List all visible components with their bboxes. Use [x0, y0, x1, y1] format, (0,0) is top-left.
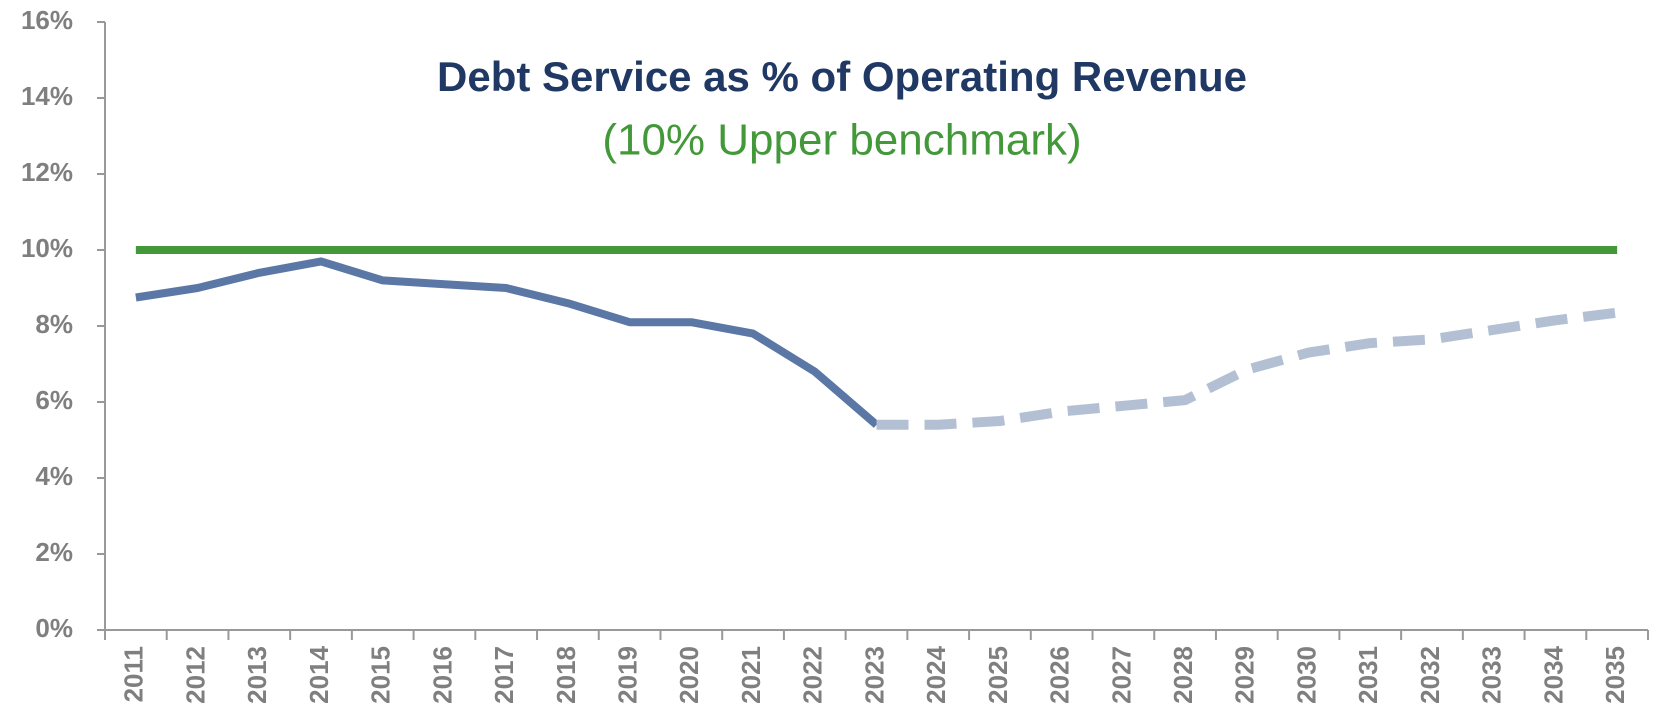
y-tick-label: 4%	[35, 461, 73, 491]
x-tick-label: 2023	[859, 646, 889, 704]
series-line	[876, 307, 1618, 430]
x-tick-label: 2022	[798, 646, 828, 704]
x-tick-label: 2033	[1477, 646, 1507, 704]
y-tick-label: 10%	[21, 233, 73, 263]
x-tick-label: 2021	[736, 646, 766, 704]
x-tick-label: 2032	[1415, 646, 1445, 704]
x-tick-label: 2024	[921, 645, 951, 703]
x-tick-label: 2030	[1291, 646, 1321, 704]
x-tick-label: 2012	[180, 646, 210, 704]
y-tick-label: 2%	[35, 537, 73, 567]
x-tick-label: 2029	[1230, 646, 1260, 704]
x-tick-label: 2034	[1538, 645, 1568, 703]
series-line	[135, 257, 880, 428]
x-tick-label: 2019	[612, 646, 642, 704]
chart-subtitle: (10% Upper benchmark)	[602, 116, 1081, 165]
x-tick-label: 2018	[551, 646, 581, 704]
x-tick-label: 2011	[119, 646, 149, 702]
x-tick-label: 2027	[1106, 646, 1136, 704]
y-tick-label: 0%	[35, 613, 73, 643]
x-tick-label: 2020	[674, 646, 704, 704]
x-tick-label: 2035	[1600, 646, 1630, 704]
x-tick-label: 2014	[304, 645, 334, 703]
x-tick-label: 2013	[242, 646, 272, 704]
y-tick-label: 14%	[21, 81, 73, 111]
x-tick-label: 2015	[366, 646, 396, 704]
y-tick-label: 12%	[21, 157, 73, 187]
y-tick-label: 8%	[35, 309, 73, 339]
x-tick-label: 2028	[1168, 646, 1198, 704]
y-tick-label: 6%	[35, 385, 73, 415]
x-tick-label: 2025	[983, 646, 1013, 704]
x-tick-label: 2026	[1045, 646, 1075, 704]
chart-title: Debt Service as % of Operating Revenue	[437, 53, 1247, 100]
x-tick-label: 2016	[427, 646, 457, 704]
y-tick-label: 16%	[21, 5, 73, 35]
x-tick-label: 2017	[489, 646, 519, 704]
x-tick-label: 2031	[1353, 646, 1383, 704]
